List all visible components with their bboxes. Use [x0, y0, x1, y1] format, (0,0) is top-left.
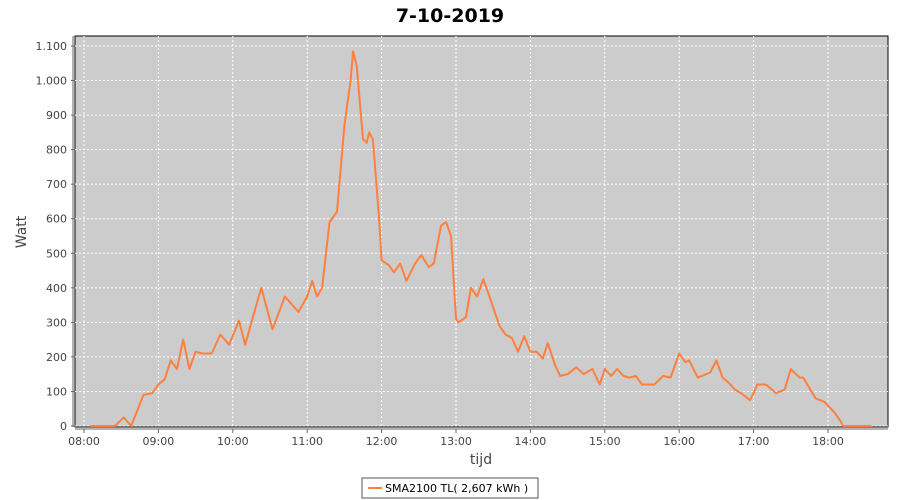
chart-title: 7-10-2019 — [396, 5, 504, 27]
x-tick-label: 17:00 — [738, 435, 770, 448]
x-tick-label: 18:00 — [812, 435, 844, 448]
x-tick-label: 16:00 — [663, 435, 695, 448]
legend: SMA2100 TL( 2,607 kWh ) — [361, 477, 539, 499]
y-tick-label: 900 — [46, 109, 67, 122]
y-tick-label: 700 — [46, 178, 67, 191]
x-tick-label: 08:00 — [68, 435, 100, 448]
y-tick-label: 1.100 — [36, 40, 68, 53]
plot-area — [74, 35, 889, 428]
x-tick-label: 13:00 — [440, 435, 472, 448]
y-tick-label: 300 — [46, 316, 67, 329]
y-tick-label: 200 — [46, 351, 67, 364]
x-tick-label: 11:00 — [291, 435, 323, 448]
y-tick-label: 100 — [46, 385, 67, 398]
x-tick-label: 15:00 — [589, 435, 621, 448]
y-tick-label: 500 — [46, 247, 67, 260]
y-axis: 0 100 200 300 400 500 600 700 800 900 1.000 1.100 — [36, 36, 75, 433]
x-tick-label: 12:00 — [366, 435, 398, 448]
y-tick-label: 1.000 — [36, 75, 68, 88]
x-tick-label: 14:00 — [515, 435, 547, 448]
x-axis-label: tijd — [470, 452, 492, 468]
y-tick-label: 800 — [46, 144, 67, 157]
y-tick-label: 400 — [46, 282, 67, 295]
x-tick-label: 09:00 — [143, 435, 175, 448]
x-axis: 08:00 09:00 10:00 11:00 12:00 13:00 14:00 15:00… — [68, 428, 888, 448]
grid-lines — [75, 36, 888, 427]
y-axis-label: Watt — [14, 215, 30, 248]
x-tick-label: 10:00 — [217, 435, 249, 448]
series-line — [90, 50, 872, 427]
y-tick-label: 0 — [60, 420, 67, 433]
y-tick-label: 600 — [46, 213, 67, 226]
legend-label: SMA2100 TL( 2,607 kWh ) — [385, 482, 528, 495]
